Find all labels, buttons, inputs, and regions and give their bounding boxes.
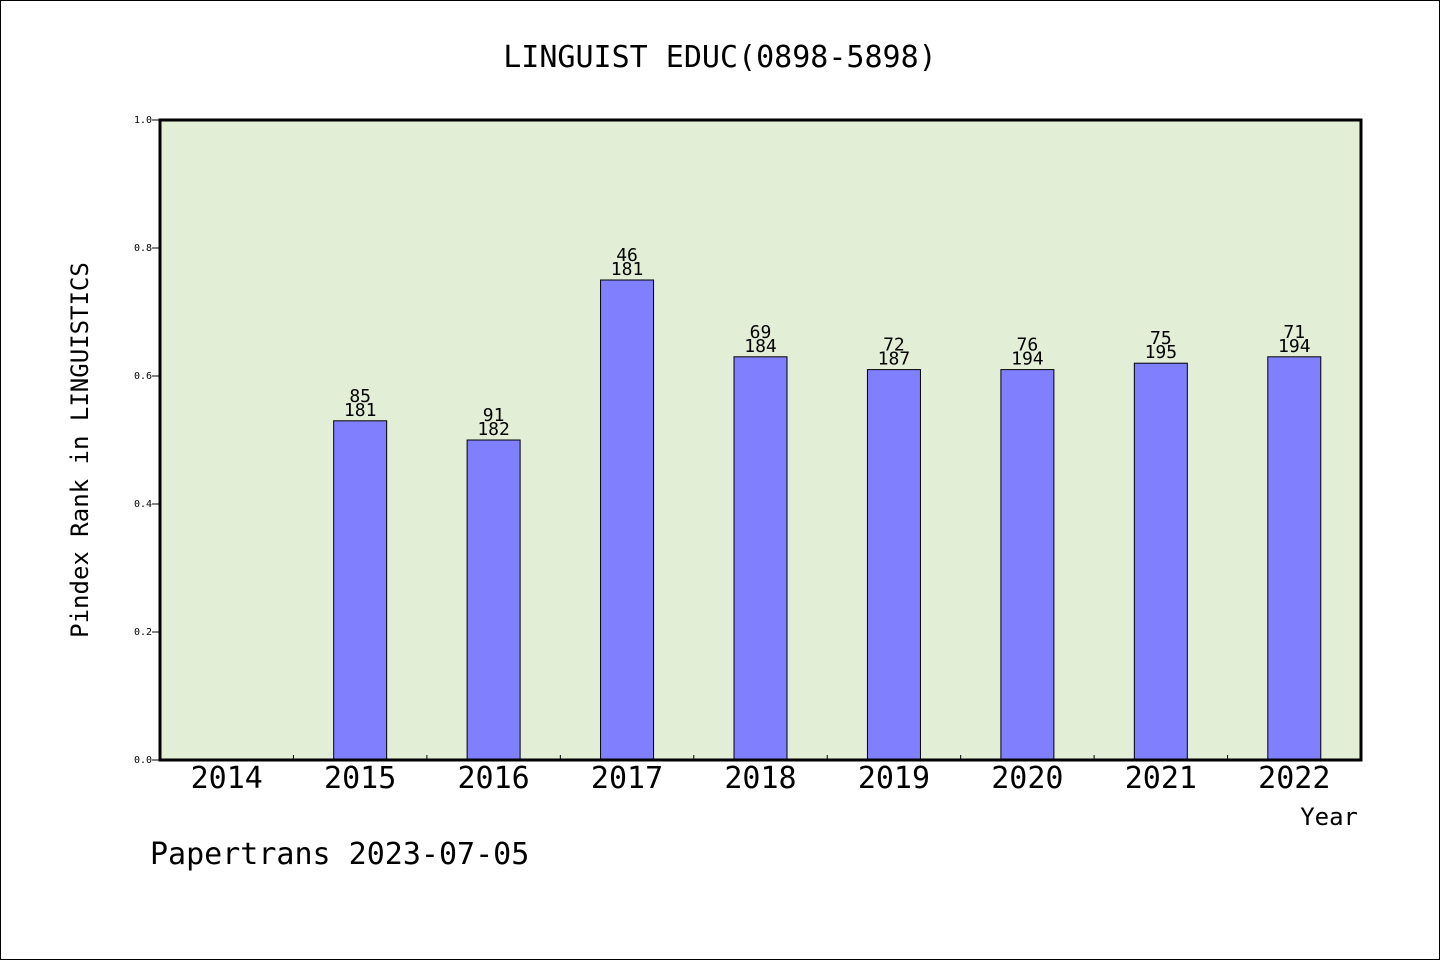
bar-rank-label: 72: [883, 335, 905, 356]
x-tick-label: 2014: [191, 761, 263, 796]
bar-rank-label: 85: [349, 386, 371, 407]
x-tick-label: 2015: [324, 761, 396, 796]
bar-rank-label: 69: [750, 322, 772, 343]
bar-total-label: 187: [878, 349, 911, 370]
bar-rank-label: 76: [1017, 335, 1039, 356]
x-tick-label: 2021: [1125, 761, 1197, 796]
bar: [733, 356, 788, 761]
y-tick-label: 0.4: [134, 499, 152, 510]
bar-rank-label: 46: [616, 245, 638, 266]
x-axis-label: Year: [1300, 803, 1358, 831]
y-tick-label: 0.6: [134, 371, 152, 382]
plot-border: [158, 118, 1363, 762]
bar-total-label: 194: [1011, 349, 1044, 370]
axes: 2014 2015 2016 2017 2018 2019 2020 2021 2022 0.0 0…: [134, 115, 1330, 796]
bar-total-label: 195: [1145, 342, 1178, 363]
bar-total-label: 184: [744, 336, 777, 357]
y-axis-label: Pindex Rank in LINGUISTICS: [66, 262, 94, 638]
y-tick-label: 0.8: [134, 243, 152, 254]
bars: [333, 279, 1322, 761]
x-tick-label: 2016: [457, 761, 529, 796]
bar: [1267, 356, 1322, 761]
y-tick-label: 0.2: [134, 627, 152, 638]
bar-rank-label: 91: [483, 405, 505, 426]
bar-rank-label: 71: [1283, 322, 1305, 343]
bar-total-label: 194: [1278, 336, 1311, 357]
bar-total-label: 181: [344, 400, 377, 421]
x-tick-label: 2020: [991, 761, 1063, 796]
chart-title: LINGUIST EDUC(0898-5898): [503, 40, 936, 75]
x-tick-label: 2018: [724, 761, 796, 796]
bar-rank-label: 75: [1150, 328, 1172, 349]
bar: [333, 420, 388, 761]
footer-credit: Papertrans 2023-07-05: [150, 837, 529, 872]
bar: [600, 279, 655, 761]
bar-total-label: 181: [611, 259, 644, 280]
x-tick-label: 2022: [1258, 761, 1330, 796]
x-tick-label: 2017: [591, 761, 663, 796]
bar: [1133, 362, 1188, 761]
x-tick-label: 2019: [858, 761, 930, 796]
bar: [1000, 369, 1055, 761]
bar: [466, 439, 521, 761]
y-tick-label: 1.0: [134, 115, 152, 126]
y-tick-label: 0.0: [134, 755, 152, 766]
bar: [866, 369, 921, 761]
bar-total-label: 182: [477, 419, 510, 440]
